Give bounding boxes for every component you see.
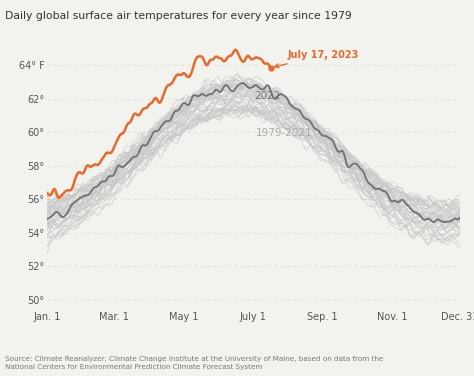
Text: 2022: 2022 xyxy=(254,91,281,100)
Text: Source: Climate Reanalyzer, Climate Change Institute at the University of Maine,: Source: Climate Reanalyzer, Climate Chan… xyxy=(5,356,383,370)
Text: July 17, 2023: July 17, 2023 xyxy=(275,50,359,68)
Text: 1979-2021: 1979-2021 xyxy=(256,127,312,138)
Text: Daily global surface air temperatures for every year since 1979: Daily global surface air temperatures fo… xyxy=(5,11,352,21)
